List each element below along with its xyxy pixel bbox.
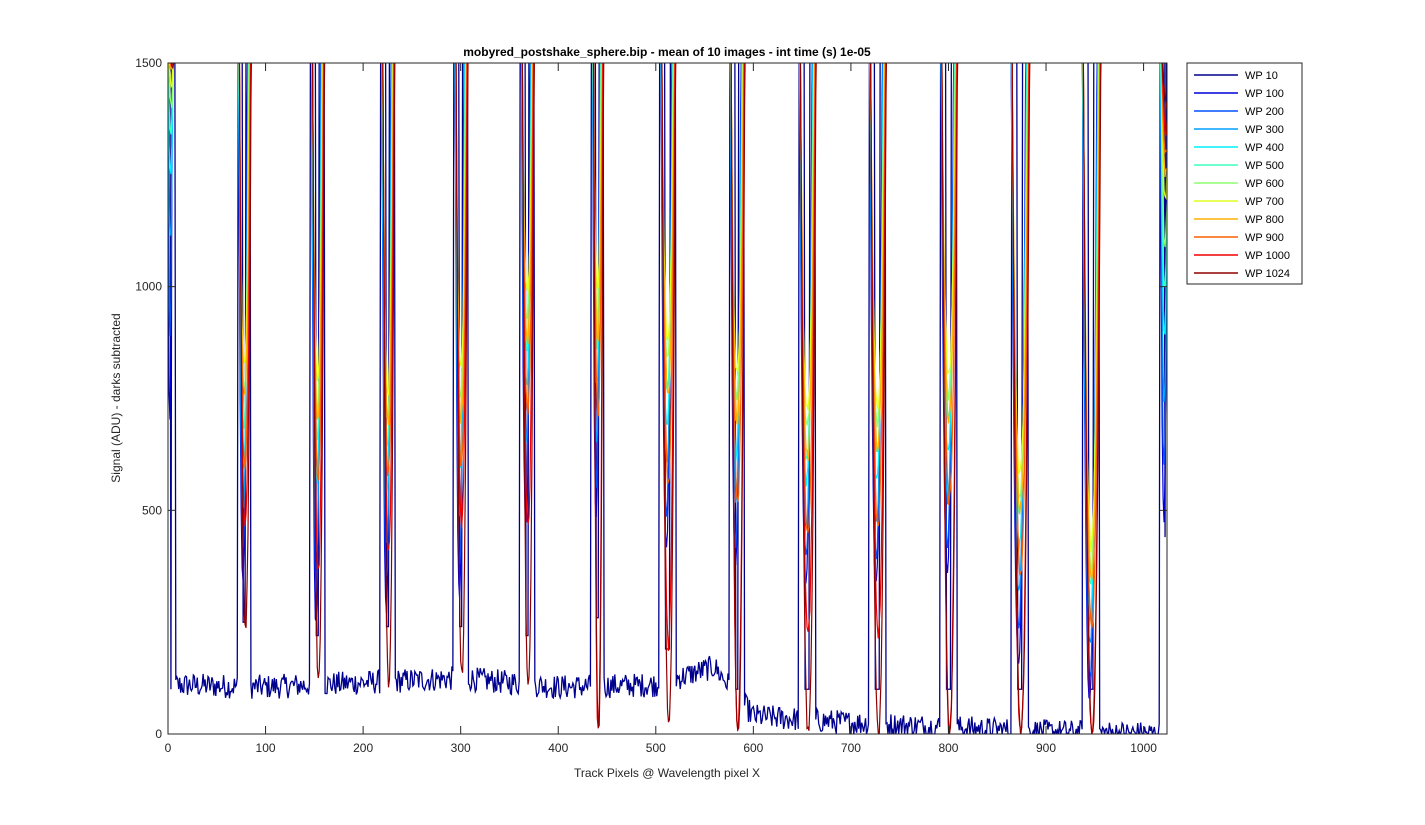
legend-entry: WP 700: [1245, 196, 1284, 208]
legend-entry: WP 900: [1245, 232, 1284, 244]
legend-entry: WP 1024: [1245, 268, 1290, 280]
plot-frame: [167, 62, 1168, 735]
series-layer: [168, 63, 1167, 734]
y-tick-label: 1000: [135, 280, 162, 294]
x-tick-label: 500: [646, 741, 666, 755]
series-line-wp-1000: [170, 63, 1167, 734]
series-line-wp-300: [168, 63, 1167, 643]
legend-entry: WP 10: [1245, 70, 1278, 82]
y-tick-label: 0: [155, 727, 162, 741]
legend-entry: WP 400: [1245, 142, 1284, 154]
chart-title: mobyred_postshake_sphere.bip - mean of 1…: [463, 45, 871, 59]
y-tick-label: 1500: [135, 56, 162, 70]
series-line-wp-200: [168, 63, 1167, 677]
series-line-wp-800: [169, 63, 1167, 580]
y-axis: 0 500 1000 1500: [135, 56, 1167, 741]
series-line-wp-900: [170, 63, 1167, 629]
series-line-wp-400: [168, 63, 1167, 621]
legend-box: [1186, 62, 1303, 285]
legend-entry: WP 1000: [1245, 250, 1290, 262]
x-tick-label: 900: [1036, 741, 1056, 755]
legend-entry: WP 800: [1245, 214, 1284, 226]
x-tick-label: 0: [165, 741, 172, 755]
legend-entry: WP 300: [1245, 124, 1284, 136]
x-axis-label: Track Pixels @ Wavelength pixel X: [574, 766, 760, 780]
x-tick-label: 400: [548, 741, 568, 755]
legend: WP 10 WP 100 WP 200 WP 300 WP 400 WP 500 WP 60…: [1186, 62, 1303, 285]
legend-entry: WP 500: [1245, 160, 1284, 172]
y-axis-label: Signal (ADU) - darks subtracted: [109, 313, 123, 482]
series-line-wp-100: [168, 63, 1167, 701]
x-tick-label: 100: [256, 741, 276, 755]
legend-entry: WP 600: [1245, 178, 1284, 190]
x-tick-label: 600: [743, 741, 763, 755]
x-tick-label: 300: [451, 741, 471, 755]
x-tick-label: 1000: [1130, 741, 1157, 755]
series-line-wp-600: [168, 63, 1167, 571]
series-line-wp-10: [169, 63, 1167, 734]
plot-area: 0 100 200 300 400 500 600 700 800 900 1000 0 500 100…: [135, 56, 1168, 755]
legend-entry: WP 100: [1245, 88, 1284, 100]
series-line-wp-700: [168, 63, 1167, 553]
y-tick-label: 500: [142, 503, 162, 517]
x-tick-label: 800: [938, 741, 958, 755]
x-axis: 0 100 200 300 400 500 600 700 800 900 1000: [165, 63, 1157, 755]
series-line-wp-1024: [170, 63, 1167, 734]
x-tick-label: 700: [841, 741, 861, 755]
legend-entry: WP 200: [1245, 106, 1284, 118]
x-tick-label: 200: [353, 741, 373, 755]
